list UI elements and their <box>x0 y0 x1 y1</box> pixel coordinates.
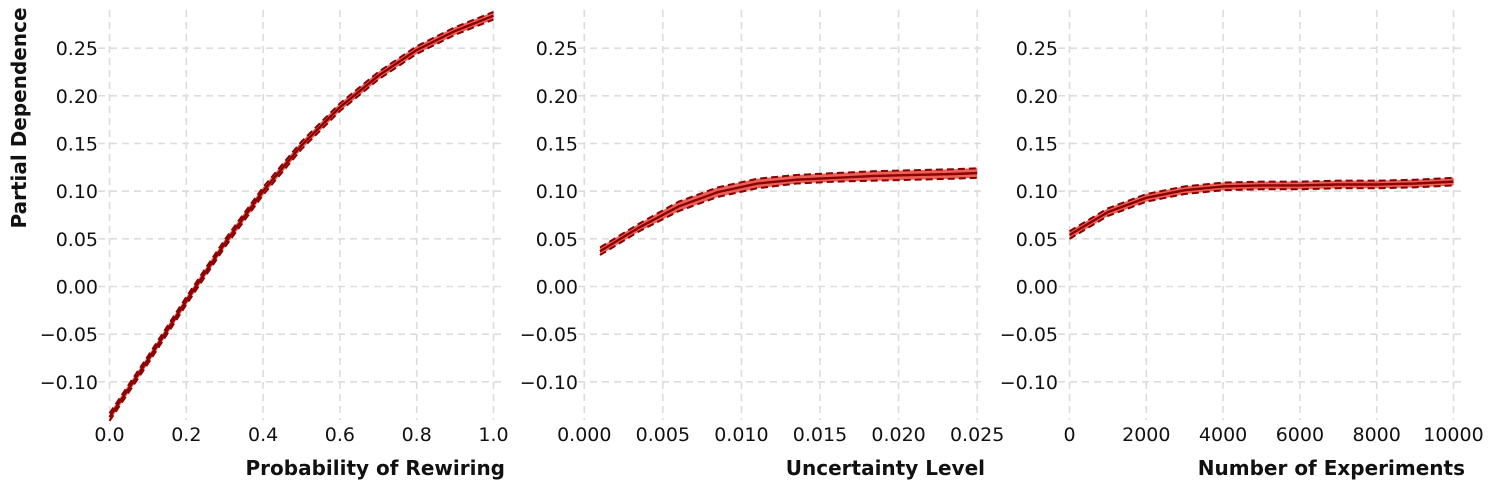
confidence-band <box>600 168 978 256</box>
y-tick-label: 0.20 <box>536 86 578 108</box>
x-tick-label: 4000 <box>1199 424 1247 446</box>
x-tick-label: 0 <box>1063 424 1075 446</box>
x-tick-label: 0.2 <box>171 424 201 446</box>
lower-bound-line <box>599 176 978 256</box>
x-axis-title: Probability of Rewiring <box>246 456 506 480</box>
chart-panel-1: 0.0 0.2 0.4 0.6 0.8 1.0 −0.10 −0.05 0.00 0.05 0.10… <box>40 10 509 480</box>
y-tick-label: 0.00 <box>1016 277 1058 299</box>
chart-panels: 0.0 0.2 0.4 0.6 0.8 1.0 −0.10 −0.05 0.00 0.05 0.10… <box>40 10 1484 480</box>
mean-line <box>599 171 978 253</box>
y-tick-label: 0.10 <box>1016 181 1058 203</box>
confidence-band <box>109 11 494 421</box>
x-tick-label: 0.8 <box>402 424 432 446</box>
x-tick-label: 6000 <box>1276 424 1324 446</box>
mean-line <box>108 14 494 418</box>
y-tick-label: 0.25 <box>536 38 578 60</box>
x-tick-label: 0.010 <box>714 424 768 446</box>
x-tick-label: 8000 <box>1353 424 1401 446</box>
x-tick-label: 10000 <box>1423 424 1483 446</box>
lower-bound-line <box>1069 184 1454 240</box>
y-tick-label: 0.15 <box>1016 133 1058 155</box>
x-tick-label: 0.005 <box>636 424 690 446</box>
y-axis-title: Partial Dependence <box>7 7 31 228</box>
x-tick-label: 0.000 <box>557 424 611 446</box>
y-tick-label: 0.15 <box>536 133 578 155</box>
y-tick-label: 0.25 <box>1016 38 1058 60</box>
upper-bound-line <box>108 10 494 414</box>
y-tick-label: 0.20 <box>56 86 98 108</box>
y-tick-label: −0.05 <box>40 324 98 346</box>
chart-panel-3: 0 2000 4000 6000 8000 10000 −0.10 −0.05 0.00 0.05… <box>1000 10 1484 480</box>
upper-bound-line <box>599 167 978 249</box>
y-tick-label: 0.25 <box>56 38 98 60</box>
y-tick-label: −0.10 <box>40 372 98 394</box>
x-tick-label: 2000 <box>1122 424 1170 446</box>
y-tick-label: 0.00 <box>56 277 98 299</box>
y-tick-label: 0.05 <box>1016 229 1058 251</box>
y-tick-label: 0.10 <box>56 181 98 203</box>
y-tick-label: 0.15 <box>56 133 98 155</box>
x-tick-label: 0.025 <box>950 424 1004 446</box>
x-tick-label: 1.0 <box>478 424 508 446</box>
x-tick-label: 0.015 <box>793 424 847 446</box>
x-axis-title: Uncertainty Level <box>786 456 985 480</box>
y-tick-label: −0.10 <box>520 372 578 394</box>
y-tick-label: −0.05 <box>1000 324 1058 346</box>
y-tick-label: −0.05 <box>520 324 578 346</box>
chart-panel-2: 0.000 0.005 0.010 0.015 0.020 0.025 −0.10 −0.05… <box>520 10 1004 480</box>
x-tick-label: 0.6 <box>325 424 355 446</box>
y-tick-label: 0.05 <box>56 229 98 251</box>
y-tick-label: 0.10 <box>536 181 578 203</box>
x-tick-label: 0.020 <box>871 424 925 446</box>
y-tick-label: 0.05 <box>536 229 578 251</box>
x-tick-label: 0.0 <box>94 424 124 446</box>
x-axis-title: Number of Experiments <box>1198 456 1465 480</box>
y-tick-label: 0.00 <box>536 277 578 299</box>
y-tick-label: −0.10 <box>1000 372 1058 394</box>
x-tick-label: 0.4 <box>248 424 278 446</box>
y-tick-label: 0.20 <box>1016 86 1058 108</box>
mean-line <box>1068 180 1454 237</box>
upper-bound-line <box>1069 176 1454 233</box>
lower-bound-line <box>108 18 494 422</box>
